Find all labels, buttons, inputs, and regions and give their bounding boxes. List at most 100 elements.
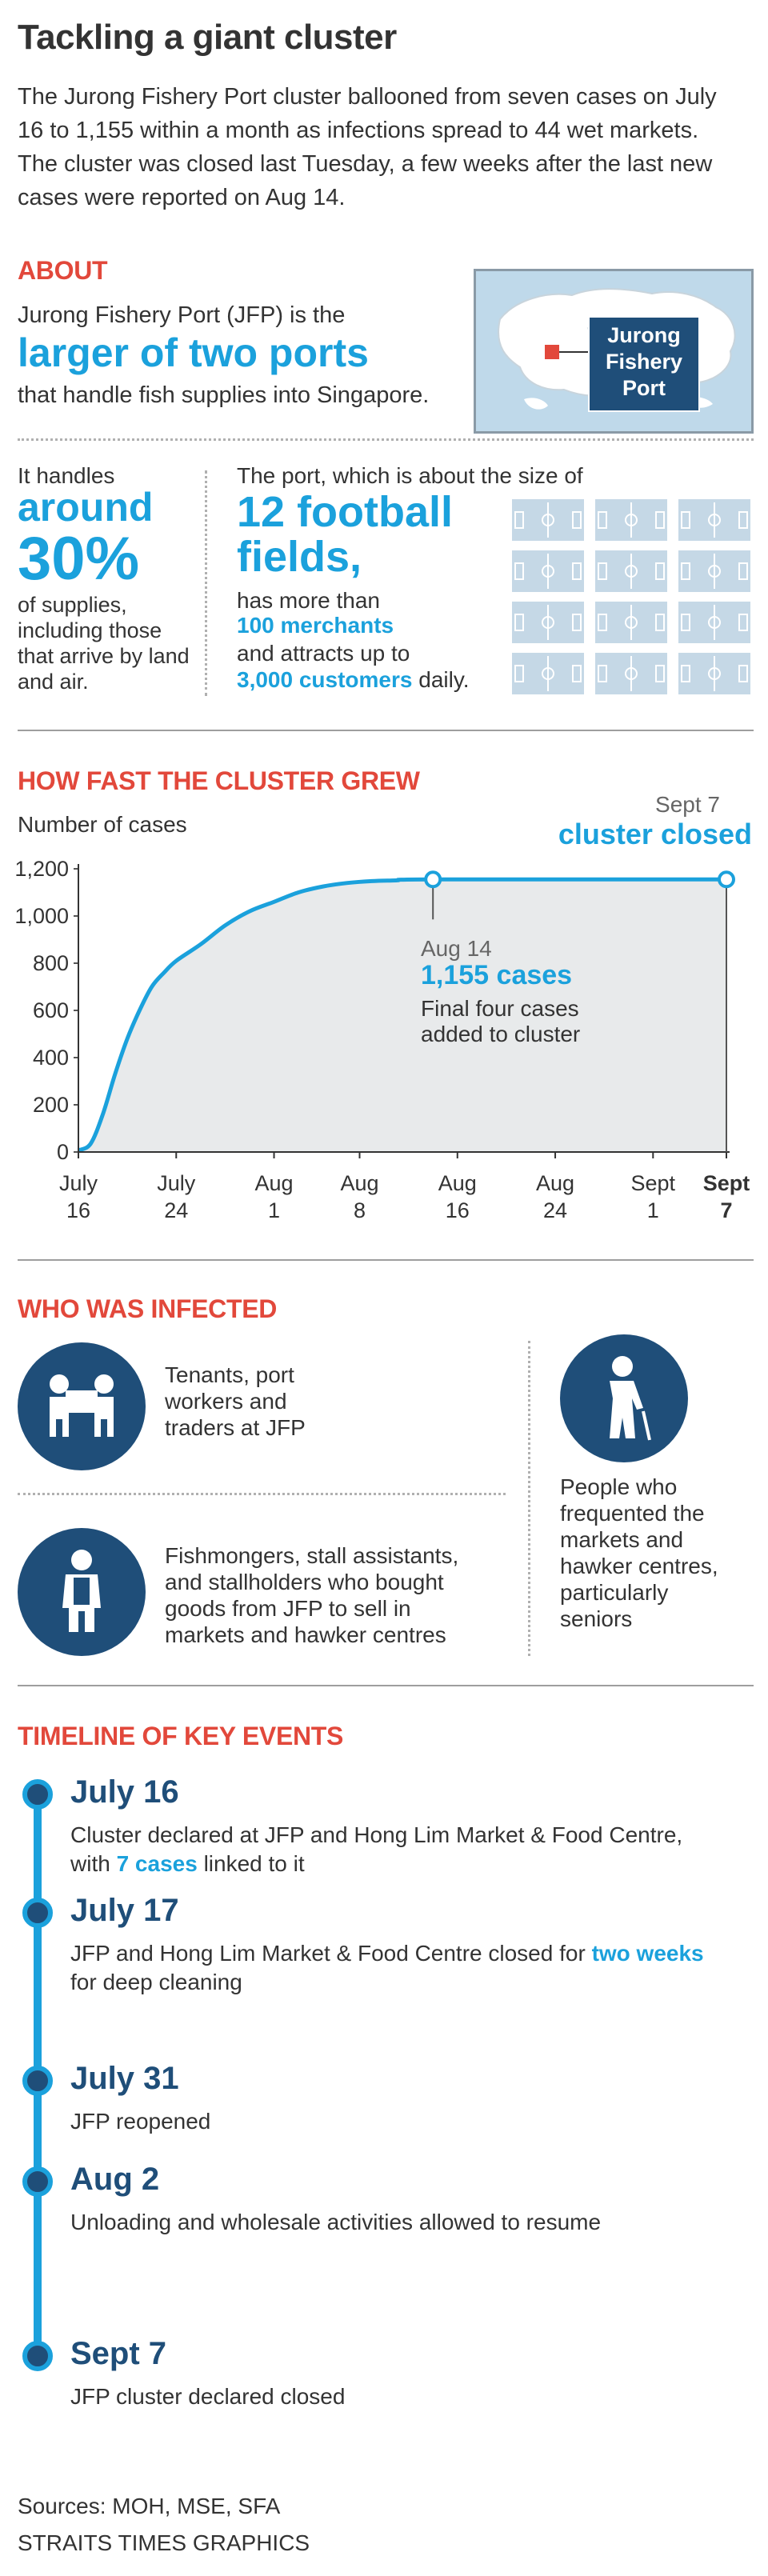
divider: [205, 470, 207, 696]
timeline-text: JFP reopened: [70, 2107, 710, 2136]
map-label-line: Fishery: [605, 350, 683, 374]
timeline-text-part: for deep cleaning: [70, 1970, 242, 1994]
page-title: Tackling a giant cluster: [18, 18, 397, 57]
timeline-heading: TIMELINE OF KEY EVENTS: [18, 1722, 344, 1750]
x-tick-label: Aug: [340, 1171, 378, 1195]
football-field: [678, 550, 750, 592]
divider: [18, 1493, 506, 1495]
timeline-date: July 31: [70, 2061, 179, 2096]
football-fields-icon: [512, 499, 750, 694]
timeline-text-part: JFP cluster declared closed: [70, 2384, 346, 2409]
customers-post: daily.: [418, 667, 470, 692]
closed-label: cluster closed: [558, 818, 752, 850]
chart-ylabel: Number of cases: [18, 812, 187, 837]
x-tick-label: 24: [543, 1198, 567, 1222]
football-field: [595, 550, 667, 592]
about-line2: that handle fish supplies into Singapore…: [18, 382, 430, 408]
handles-big2: 30%: [18, 525, 140, 593]
map-leader-line: [559, 351, 588, 353]
y-tick-label: 1,000: [14, 904, 69, 928]
series-line: [77, 877, 727, 1153]
timeline-text-part: JFP and Hong Lim Market & Food Centre cl…: [70, 1941, 592, 1966]
x-tick-label: 1: [647, 1198, 659, 1222]
y-tick-label: 800: [33, 951, 69, 975]
timeline-text: Unloading and wholesale activities allow…: [70, 2208, 710, 2237]
x-tick-label: 24: [164, 1198, 188, 1222]
handles-big1: around: [18, 485, 154, 530]
x-tick-label: Aug: [536, 1171, 574, 1195]
y-tick-label: 600: [33, 998, 69, 1022]
football-field: [595, 602, 667, 643]
timeline-text: Cluster declared at JFP and Hong Lim Mar…: [70, 1821, 710, 1878]
timeline-text-part: linked to it: [197, 1851, 305, 1876]
football-field: [678, 499, 750, 541]
credit: STRAITS TIMES GRAPHICS: [18, 2530, 310, 2555]
cases-chart: 1,200 1,000 800 600 400 200 0 July 16 July 24 Aug 1 A…: [14, 857, 750, 1222]
x-tick-label: 16: [446, 1198, 470, 1222]
x-tick-label: July: [59, 1171, 98, 1195]
timeline-dot: [22, 1898, 53, 1928]
size-big1: 12 football: [237, 488, 454, 536]
x-tick-label: 16: [66, 1198, 90, 1222]
divider: [18, 438, 754, 441]
y-tick-label: 400: [33, 1046, 69, 1070]
timeline-dot: [22, 2166, 53, 2197]
size-big2: fields,: [237, 533, 362, 581]
map-label-line: Jurong: [607, 323, 681, 347]
x-tick-label: Aug: [255, 1171, 294, 1195]
customers-line: 3,000 customers daily.: [237, 667, 470, 693]
group2-text: Fishmongers, stall assistants, and stall…: [165, 1543, 459, 1647]
sources: Sources: MOH, MSE, SFA: [18, 2494, 281, 2518]
x-tick-label: Aug: [438, 1171, 477, 1195]
timeline-text-part: JFP reopened: [70, 2109, 211, 2134]
x-tick-label: Sept: [631, 1171, 676, 1195]
y-tick-label: 1,200: [14, 857, 69, 881]
map-label-box: Jurong Fishery Port: [588, 316, 700, 412]
who-heading: WHO WAS INFECTED: [18, 1294, 278, 1323]
intro-text: The Jurong Fishery Port cluster balloone…: [18, 84, 717, 210]
football-field: [595, 499, 667, 541]
senior-icon: [560, 1334, 688, 1462]
ann-note2: added to cluster: [421, 1022, 581, 1046]
ann-note1: Final four cases: [421, 996, 579, 1021]
football-field: [512, 499, 584, 541]
fishmonger-icon: [18, 1528, 146, 1656]
workers-icon: [18, 1342, 146, 1470]
merchants-hl: 100 merchants: [237, 613, 394, 638]
area-fill: [78, 879, 726, 1152]
customers-pre: and attracts up to: [237, 641, 410, 666]
timeline-text-part: Cluster declared at JFP and Hong Lim Mar…: [70, 1822, 683, 1876]
group1-text: Tenants, port workers and traders at JFP: [165, 1362, 306, 1440]
timeline-date: Aug 2: [70, 2162, 160, 2197]
football-field: [678, 653, 750, 694]
timeline-date: July 16: [70, 1774, 179, 1810]
timeline-date: Sept 7: [70, 2336, 167, 2371]
about-line1: Jurong Fishery Port (JFP) is the: [18, 302, 346, 328]
handles-pre: It handles: [18, 463, 115, 488]
about-heading: ABOUT: [18, 256, 108, 285]
timeline-date: July 17: [70, 1893, 179, 1928]
x-tick-label: July: [157, 1171, 196, 1195]
customers-hl: 3,000 customers: [237, 667, 413, 692]
timeline-text-part: Unloading and wholesale activities allow…: [70, 2210, 602, 2234]
section-divider: [18, 730, 754, 731]
x-tick-label: 8: [354, 1198, 366, 1222]
ann-cases: 1,155 cases: [421, 960, 573, 990]
timeline-dot: [22, 1779, 53, 1810]
section-divider: [18, 1259, 754, 1261]
football-field: [678, 602, 750, 643]
x-tick-label: Sept: [703, 1171, 750, 1195]
about-highlight: larger of two ports: [18, 330, 369, 375]
ann-date: Aug 14: [421, 936, 492, 961]
x-tick-label: 7: [720, 1198, 732, 1222]
timeline-highlight: 7 cases: [116, 1851, 198, 1876]
football-field: [512, 550, 584, 592]
data-point: [424, 870, 442, 889]
y-tick-label: 200: [33, 1093, 69, 1117]
y-tick-label: 0: [57, 1140, 69, 1164]
handles-post: of supplies, including those that arrive…: [18, 593, 190, 694]
singapore-map: Jurong Fishery Port: [474, 269, 754, 434]
timeline-highlight: two weeks: [591, 1941, 704, 1966]
football-field: [512, 653, 584, 694]
section-divider: [18, 1685, 754, 1686]
